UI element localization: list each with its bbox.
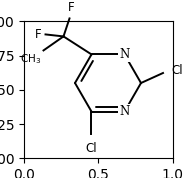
Text: N: N bbox=[119, 48, 130, 61]
Text: CH$_3$: CH$_3$ bbox=[20, 53, 41, 66]
Text: Cl: Cl bbox=[171, 64, 183, 77]
Text: N: N bbox=[119, 105, 130, 118]
Text: F: F bbox=[35, 28, 41, 41]
Text: F: F bbox=[68, 1, 75, 14]
Text: Cl: Cl bbox=[86, 142, 97, 155]
